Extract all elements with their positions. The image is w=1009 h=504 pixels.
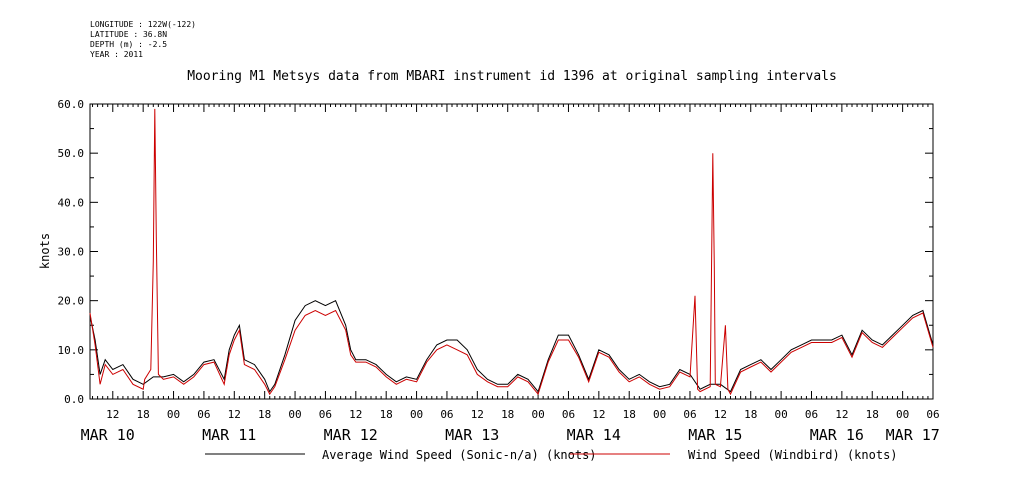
x-day-label: MAR 12 bbox=[324, 426, 378, 444]
y-tick-label: 50.0 bbox=[58, 147, 85, 160]
x-tick-label: 18 bbox=[501, 408, 514, 421]
x-tick-label: 18 bbox=[866, 408, 879, 421]
x-axis: 12 18 00 06 12 18 00 06 12 18 00 06 12 18 00 06 12 18 00 06… bbox=[81, 104, 940, 444]
x-tick-label: 18 bbox=[744, 408, 757, 421]
y-axis: 0.0 10.0 20.0 30.0 40.0 50.0 60.0 bbox=[58, 98, 933, 406]
legend-label-average: Average Wind Speed (Sonic-n/a) (knots) bbox=[322, 448, 597, 462]
x-tick-label: 06 bbox=[440, 408, 453, 421]
y-tick-label: 20.0 bbox=[58, 295, 85, 308]
x-tick-label: 00 bbox=[410, 408, 423, 421]
x-tick-label: 18 bbox=[623, 408, 636, 421]
x-tick-label: 12 bbox=[471, 408, 484, 421]
legend: Average Wind Speed (Sonic-n/a) (knots) W… bbox=[205, 448, 898, 462]
y-tick-label: 40.0 bbox=[58, 196, 85, 209]
legend-label-windbird: Wind Speed (Windbird) (knots) bbox=[688, 448, 898, 462]
metadata-block: LONGITUDE : 122W(-122) LATITUDE : 36.8N … bbox=[90, 20, 196, 60]
x-tick-label: 06 bbox=[926, 408, 939, 421]
x-tick-label: 18 bbox=[380, 408, 393, 421]
x-day-label: MAR 17 bbox=[886, 426, 940, 444]
x-tick-label: 18 bbox=[258, 408, 271, 421]
y-tick-label: 0.0 bbox=[64, 393, 84, 406]
plot-frame bbox=[89, 103, 934, 400]
x-tick-label: 06 bbox=[197, 408, 210, 421]
x-day-label: MAR 10 bbox=[81, 426, 135, 444]
x-tick-label: 12 bbox=[714, 408, 727, 421]
x-tick-label: 12 bbox=[592, 408, 605, 421]
x-day-label: MAR 16 bbox=[810, 426, 864, 444]
x-day-label: MAR 15 bbox=[688, 426, 742, 444]
x-tick-label: 12 bbox=[349, 408, 362, 421]
series-average-wind-speed bbox=[89, 300, 934, 393]
series-layer bbox=[89, 108, 934, 396]
x-tick-label: 12 bbox=[228, 408, 241, 421]
x-day-label: MAR 11 bbox=[202, 426, 256, 444]
x-tick-label: 00 bbox=[288, 408, 301, 421]
x-tick-label: 00 bbox=[167, 408, 180, 421]
y-tick-label: 30.0 bbox=[58, 246, 85, 259]
x-tick-label: 06 bbox=[562, 408, 575, 421]
x-tick-label: 06 bbox=[683, 408, 696, 421]
series-windbird-wind-speed bbox=[89, 108, 934, 396]
x-tick-label: 18 bbox=[137, 408, 150, 421]
x-tick-label: 12 bbox=[106, 408, 119, 421]
meta-latitude: LATITUDE : 36.8N bbox=[90, 30, 168, 39]
meta-year: YEAR : 2011 bbox=[90, 50, 143, 59]
x-day-label: MAR 13 bbox=[445, 426, 499, 444]
x-tick-label: 12 bbox=[835, 408, 848, 421]
chart-title: Mooring M1 Metsys data from MBARI instru… bbox=[187, 69, 837, 84]
x-day-label: MAR 14 bbox=[567, 426, 621, 444]
x-tick-label: 06 bbox=[319, 408, 332, 421]
x-tick-label: 06 bbox=[805, 408, 818, 421]
meta-longitude: LONGITUDE : 122W(-122) bbox=[90, 20, 196, 29]
meta-depth: DEPTH (m) : -2.5 bbox=[90, 40, 168, 49]
x-tick-label: 00 bbox=[896, 408, 909, 421]
x-tick-label: 00 bbox=[531, 408, 544, 421]
y-tick-label: 10.0 bbox=[58, 344, 85, 357]
x-tick-label: 00 bbox=[653, 408, 666, 421]
y-tick-label: 60.0 bbox=[58, 98, 85, 111]
x-tick-label: 00 bbox=[774, 408, 787, 421]
y-axis-label: knots bbox=[38, 233, 52, 269]
